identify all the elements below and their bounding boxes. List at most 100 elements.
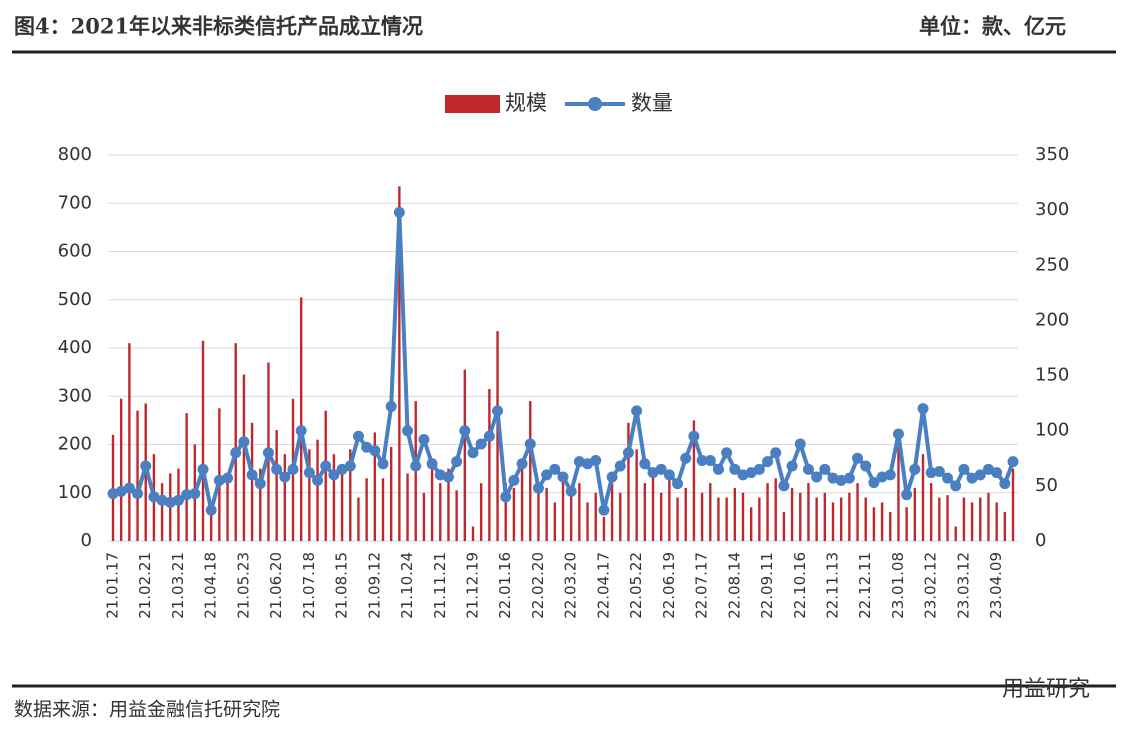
bar: [398, 186, 401, 542]
line-marker: [933, 466, 945, 478]
legend-swatch: [588, 97, 602, 111]
bar: [488, 389, 491, 541]
bar: [537, 492, 540, 541]
bar: [733, 487, 737, 541]
y-tick-label: 700: [58, 192, 92, 213]
line-marker: [524, 438, 536, 450]
y-tick-label: 300: [58, 385, 92, 406]
bar: [520, 468, 524, 541]
y-tick-label: 800: [58, 144, 92, 165]
line-marker: [884, 469, 896, 481]
bar: [749, 507, 753, 541]
line-marker: [778, 480, 790, 492]
bar: [430, 463, 434, 541]
bar: [815, 497, 818, 541]
x-tick-label: 21.09.12: [365, 552, 383, 619]
y2-tick-label: 0: [1035, 530, 1046, 551]
line-marker: [500, 491, 512, 503]
line-marker: [410, 460, 422, 472]
line-marker: [492, 405, 504, 417]
bar: [725, 497, 728, 541]
bar: [864, 497, 867, 541]
line-marker: [639, 458, 651, 470]
y-tick-label: 500: [58, 289, 92, 310]
y-tick-label: 100: [58, 482, 92, 503]
bar: [504, 483, 507, 541]
bar: [340, 468, 344, 541]
bar: [848, 492, 851, 541]
bar: [406, 473, 409, 541]
bar: [766, 483, 769, 541]
line-marker: [860, 460, 872, 472]
y2-tick-label: 250: [1035, 254, 1069, 275]
bar: [758, 497, 761, 541]
bar: [676, 497, 679, 541]
bar: [422, 492, 426, 541]
bar: [668, 478, 671, 541]
line-marker: [271, 463, 283, 475]
line-marker: [663, 469, 675, 481]
line-marker: [958, 463, 970, 475]
line-marker: [729, 463, 741, 475]
bar: [578, 483, 581, 541]
bar: [242, 374, 246, 541]
x-tick-label: 22.01.16: [496, 552, 514, 619]
line-marker: [303, 467, 315, 479]
bar: [619, 492, 622, 541]
bar: [839, 497, 843, 541]
line-marker: [123, 482, 135, 494]
line-marker: [140, 460, 152, 472]
watermark: 用益研究: [1002, 677, 1090, 702]
line-marker: [704, 454, 716, 466]
bar: [324, 410, 327, 541]
bar: [250, 422, 254, 541]
line-marker: [541, 469, 553, 481]
line-marker: [377, 458, 389, 470]
line-marker: [721, 447, 733, 459]
line-marker: [385, 400, 397, 412]
line-marker: [565, 485, 577, 497]
line-marker: [532, 482, 544, 494]
x-tick-label: 22.06.19: [660, 552, 678, 619]
x-tick-label: 22.02.20: [529, 552, 547, 619]
line-marker: [622, 447, 634, 459]
x-tick-label: 22.09.11: [758, 552, 776, 619]
bar: [119, 398, 123, 541]
line-marker: [442, 471, 454, 483]
bar: [913, 487, 917, 541]
line-marker: [197, 463, 209, 475]
bar: [209, 502, 213, 541]
line-marker: [222, 472, 234, 484]
line-marker: [786, 460, 798, 472]
bar: [496, 331, 499, 541]
bar: [692, 420, 696, 541]
bar: [880, 502, 884, 541]
bar: [1003, 512, 1007, 541]
line-marker: [811, 471, 823, 483]
unit: 单位：款、亿元: [919, 14, 1066, 39]
line-marker: [459, 425, 471, 437]
bar: [889, 512, 892, 541]
line-marker: [680, 452, 692, 464]
line-marker: [320, 460, 332, 472]
line-marker: [999, 478, 1011, 490]
bar: [357, 497, 360, 541]
line-marker: [254, 478, 266, 490]
bar: [512, 487, 516, 541]
line-marker: [712, 463, 724, 475]
bar: [659, 492, 663, 541]
line-marker: [230, 447, 242, 459]
x-tick-label: 21.01.17: [104, 552, 122, 619]
bar: [283, 454, 287, 541]
line-marker: [802, 463, 814, 475]
x-tick-label: 22.11.13: [824, 552, 842, 619]
bar: [774, 478, 777, 541]
line-marker: [426, 458, 438, 470]
bar: [970, 502, 974, 541]
line-marker: [287, 463, 299, 475]
line-marker: [328, 469, 340, 481]
line-marker: [991, 467, 1003, 479]
bar: [717, 497, 720, 541]
bar: [365, 478, 368, 541]
y2-tick-label: 300: [1035, 199, 1069, 220]
